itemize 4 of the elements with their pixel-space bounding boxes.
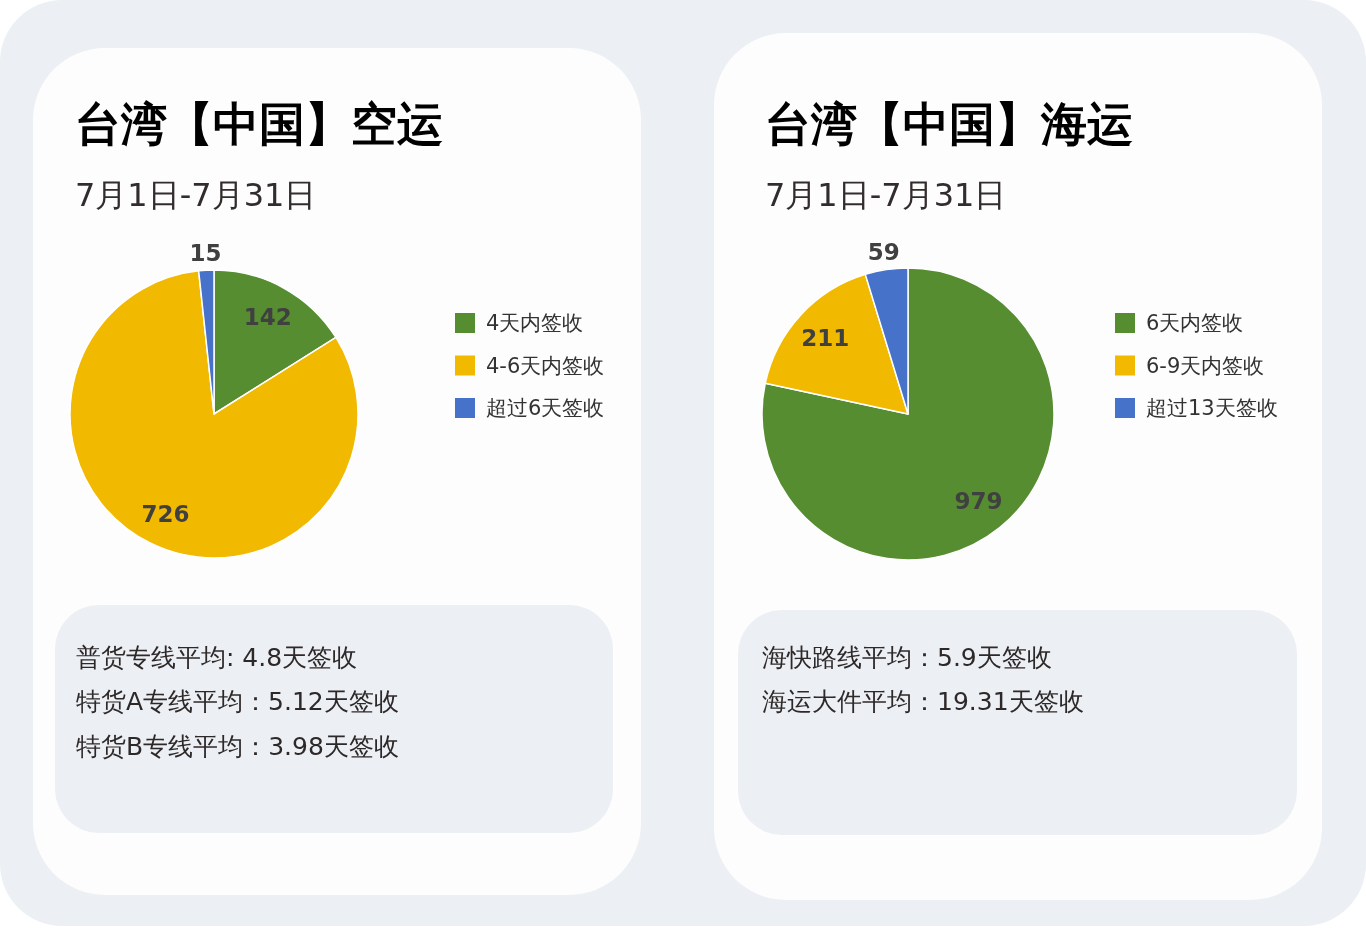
subtitle: 7月1日-7月31日	[75, 176, 317, 214]
title: 台湾【中国】空运	[75, 97, 443, 151]
title: 台湾【中国】海运	[765, 97, 1133, 151]
subtitle: 7月1日-7月31日	[765, 176, 1007, 214]
